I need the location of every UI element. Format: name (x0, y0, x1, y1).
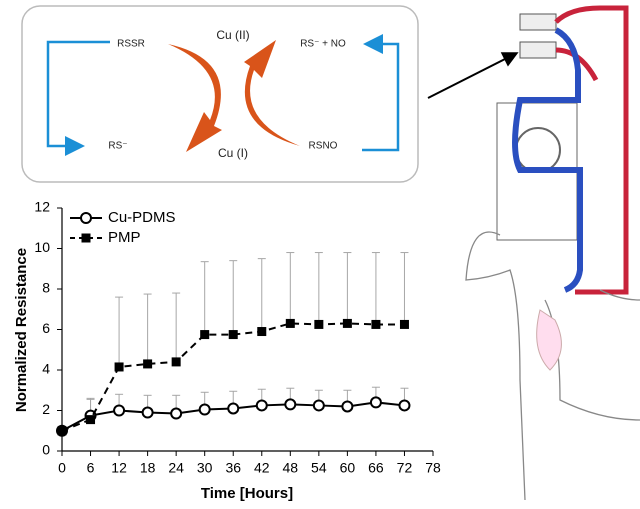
data-point (285, 318, 295, 328)
data-point (284, 398, 297, 411)
blue-arrow (46, 40, 110, 156)
x-tick-label: 30 (197, 460, 213, 476)
y-tick-label: 2 (42, 401, 50, 417)
blue-arrow (362, 34, 400, 152)
data-point (86, 415, 96, 425)
data-point (143, 359, 153, 369)
data-point (227, 402, 240, 415)
data-point (314, 319, 324, 329)
data-point (255, 399, 268, 412)
legend-marker (80, 212, 92, 224)
y-tick-label: 10 (34, 239, 50, 255)
data-point (257, 327, 267, 337)
data-point (342, 318, 352, 328)
data-point (113, 404, 126, 417)
legend-marker (81, 233, 91, 243)
animal-illustration (465, 5, 640, 501)
y-tick-label: 8 (42, 280, 50, 296)
legend-label: PMP (108, 229, 141, 246)
orange-arrow (168, 44, 222, 152)
x-tick-label: 48 (283, 460, 299, 476)
series-line (61, 322, 405, 432)
data-point (399, 319, 409, 329)
x-tick-label: 54 (311, 460, 327, 476)
data-point (369, 396, 382, 409)
y-tick-label: 0 (42, 442, 50, 458)
data-point (57, 426, 67, 436)
x-tick-label: 18 (140, 460, 156, 476)
copper-label: Cu (II) (216, 28, 249, 42)
y-tick-label: 12 (34, 199, 50, 215)
y-tick-label: 4 (42, 361, 50, 377)
data-point (200, 330, 210, 340)
pointer-arrow (427, 52, 519, 99)
species-label: RS⁻ + NO (300, 39, 346, 50)
x-tick-label: 24 (168, 460, 184, 476)
data-point (398, 399, 411, 412)
x-tick-label: 42 (254, 460, 270, 476)
legend-label: Cu-PDMS (108, 209, 176, 226)
x-tick-label: 60 (340, 460, 356, 476)
data-point (141, 406, 154, 419)
orange-arrow (244, 40, 300, 146)
x-tick-label: 6 (87, 460, 95, 476)
x-axis-label: Time [Hours] (201, 485, 293, 502)
data-point (341, 400, 354, 413)
x-tick-label: 0 (58, 460, 66, 476)
y-axis-label: Normalized Resistance (13, 248, 30, 412)
x-tick-label: 72 (397, 460, 413, 476)
x-tick-label: 36 (225, 460, 241, 476)
data-point (198, 403, 211, 416)
data-point (170, 407, 183, 420)
x-tick-label: 12 (111, 460, 127, 476)
data-point (171, 357, 181, 367)
y-tick-label: 6 (42, 320, 50, 336)
data-point (371, 319, 381, 329)
x-tick-label: 78 (425, 460, 441, 476)
x-tick-label: 66 (368, 460, 384, 476)
data-point (228, 330, 238, 340)
species-label: RS⁻ (108, 141, 127, 152)
data-point (114, 362, 124, 372)
species-label: RSSR (117, 39, 145, 50)
species-label: RSNO (309, 141, 338, 152)
copper-label: Cu (I) (218, 146, 248, 160)
data-point (312, 399, 325, 412)
